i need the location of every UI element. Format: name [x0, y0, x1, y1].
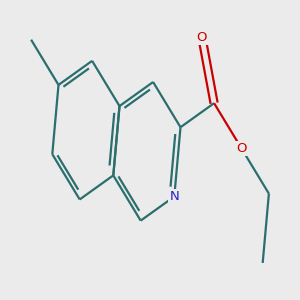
Text: O: O: [196, 31, 207, 44]
Text: O: O: [236, 142, 247, 155]
Text: N: N: [169, 190, 179, 203]
